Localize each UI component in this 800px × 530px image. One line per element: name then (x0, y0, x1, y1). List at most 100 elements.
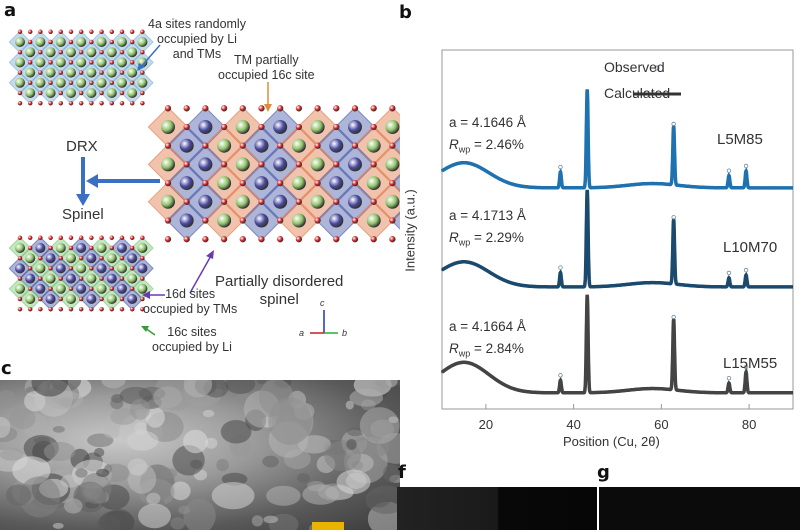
observed-point (767, 391, 770, 394)
oxygen-atom (202, 236, 209, 243)
oxygen-atom (202, 105, 209, 112)
cation-atom (86, 273, 97, 284)
observed-point (583, 285, 586, 288)
observed-point (538, 391, 541, 394)
cation-atom (254, 138, 269, 153)
particle (302, 484, 339, 505)
annotation-tm-16c: TM partially occupied 16c site (218, 53, 315, 83)
observed-point (735, 285, 738, 289)
observed-point (741, 285, 744, 289)
oxygen-atom (27, 39, 33, 45)
observed-point (746, 385, 749, 388)
observed-point (459, 161, 462, 165)
observed-point (504, 180, 507, 183)
particle (93, 447, 105, 458)
observed-point (714, 285, 717, 288)
particle (345, 400, 354, 410)
observed-point (701, 285, 704, 288)
cation-atom (15, 57, 25, 68)
observed-point (651, 387, 654, 390)
observed-point (583, 186, 586, 189)
oxygen-atom (58, 70, 64, 75)
observed-point (583, 391, 586, 394)
oxygen-atom (220, 198, 228, 205)
observed-point (683, 283, 686, 287)
observed-point (646, 387, 649, 390)
particle (60, 474, 80, 488)
image-g (599, 487, 800, 530)
oxygen-atom (99, 276, 104, 281)
observed-point (680, 184, 683, 187)
oxygen-atom (389, 179, 396, 187)
observed-point (725, 285, 728, 288)
observed-point (656, 281, 659, 284)
cation-atom (106, 88, 117, 98)
observed-point (517, 388, 520, 392)
sem-texture (0, 380, 400, 530)
observed-point (622, 283, 625, 286)
oxygen-atom (17, 100, 23, 106)
observed-point (751, 391, 754, 394)
oxygen-atom (370, 198, 377, 205)
particle (96, 468, 110, 478)
oxygen-atom (140, 100, 145, 106)
observed-point (688, 185, 691, 188)
observed-point (630, 183, 633, 186)
observed-point (530, 390, 533, 394)
panel-label-f: f (398, 462, 406, 483)
oxygen-atom (48, 266, 53, 271)
observed-point (596, 391, 599, 394)
observed-point (496, 275, 499, 278)
oxygen-atom (38, 306, 43, 312)
oxygen-atom (27, 60, 33, 65)
oxygen-atom (140, 306, 145, 312)
oxygen-atom (140, 29, 145, 35)
observed-point (496, 379, 499, 382)
oxygen-atom (183, 236, 190, 243)
observed-point (533, 391, 536, 394)
observed-point (609, 284, 612, 288)
observed-point (501, 382, 504, 385)
oxygen-atom (239, 105, 246, 112)
observed-point (451, 164, 454, 167)
observed-point (556, 186, 559, 189)
cation-atom (15, 283, 25, 294)
cation-atom (127, 273, 138, 284)
oxygen-atom (27, 80, 33, 86)
oxygen-atom (89, 60, 94, 65)
cation-atom (127, 88, 138, 98)
observed-point (509, 281, 512, 284)
annotation-16d-sites: 16d sites occupied by TMs (143, 287, 237, 317)
oxygen-atom (68, 60, 74, 65)
fit-parameters: a = 4.1646 Å Rwp = 2.46% (449, 112, 526, 161)
oxygen-atom (89, 245, 94, 251)
observed-point (751, 285, 754, 289)
particle (365, 485, 400, 514)
oxygen-atom (119, 255, 125, 261)
observed-point (475, 164, 478, 167)
cation-atom (25, 67, 36, 78)
observed-point (738, 391, 741, 394)
oxygen-atom (109, 266, 115, 271)
oxygen-atom (48, 60, 53, 65)
observed-point (614, 185, 617, 188)
oxygen-atom (129, 266, 135, 271)
oxygen-atom (220, 123, 228, 131)
observed-point (483, 369, 486, 373)
cation-atom (366, 213, 381, 228)
oxygen-atom (17, 296, 23, 302)
observed-point (759, 186, 762, 189)
oxygen-atom (389, 236, 396, 243)
observed-point (535, 186, 538, 189)
particle (110, 407, 137, 425)
observed-point (669, 387, 673, 390)
annotation-line: 4a sites randomly (148, 17, 246, 31)
oxygen-atom (202, 142, 209, 149)
cation-atom (45, 88, 56, 98)
observed-point (767, 186, 770, 189)
cation-atom (127, 47, 138, 58)
oxygen-atom (78, 296, 84, 302)
legend-observed-marker (654, 65, 660, 71)
oxygen-atom (129, 235, 135, 241)
observed-point (756, 186, 760, 189)
